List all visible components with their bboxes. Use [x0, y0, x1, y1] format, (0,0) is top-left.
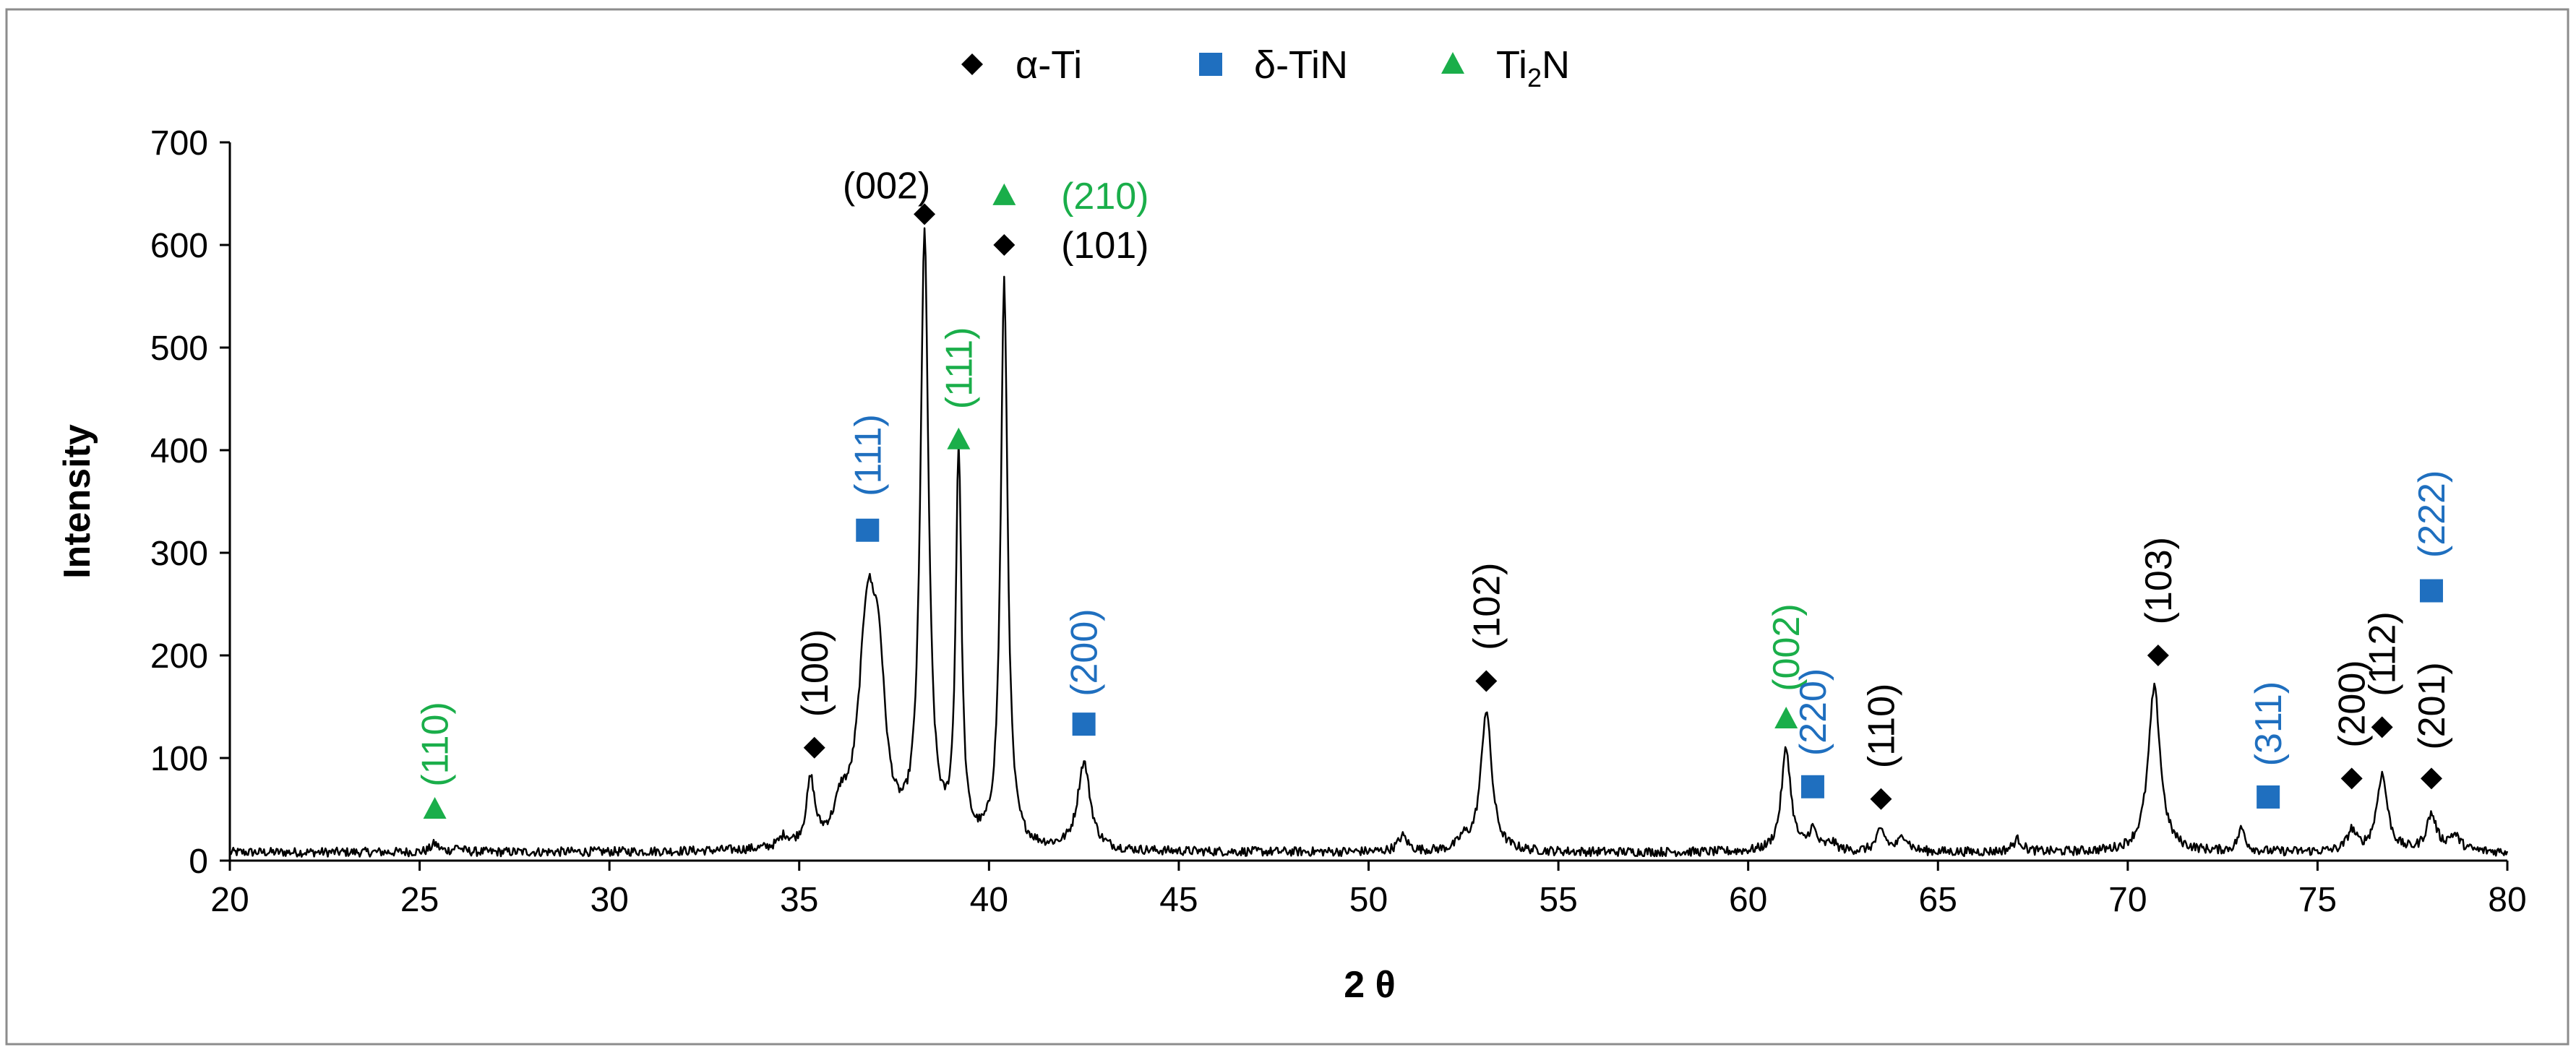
y-tick-label: 500	[150, 330, 208, 368]
legend: α-Ti δ-TiN Ti2N	[961, 43, 1570, 92]
y-tick-label: 0	[189, 843, 208, 881]
x-tick-label: 35	[780, 881, 818, 919]
marker-alpha_ti	[2371, 716, 2393, 738]
chart-border	[5, 8, 2569, 1046]
peak-label-delta_tin: (222)	[2411, 470, 2453, 558]
x-axis-title: 2 θ	[1344, 964, 1395, 1006]
y-tick-label: 400	[150, 432, 208, 470]
x-tick-label: 45	[1159, 881, 1198, 919]
peak-label-alpha_ti: (201)	[2411, 662, 2453, 749]
y-tick-label: 300	[150, 535, 208, 573]
diffraction-pattern-line	[228, 227, 2509, 858]
marker-delta_tin	[856, 518, 880, 542]
marker-alpha_ti	[2340, 767, 2363, 790]
marker-ti2n	[423, 797, 447, 819]
marker-delta_tin	[1800, 775, 1824, 798]
marker-delta_tin	[2419, 579, 2443, 603]
marker-alpha_ti	[2420, 767, 2442, 790]
y-tick-label: 700	[150, 124, 208, 163]
marker-delta_tin	[2257, 785, 2280, 809]
peak-label-alpha_ti: (002)	[843, 165, 930, 207]
peak-label-alpha_ti: (112)	[2362, 611, 2404, 697]
peak-label-alpha_ti: (102)	[1466, 562, 1508, 650]
marker-alpha_ti	[1475, 670, 1498, 692]
x-tick-label: 40	[970, 881, 1008, 919]
legend-label-ti2n: Ti2N	[1496, 43, 1570, 92]
legend-marker-delta_tin	[1199, 53, 1222, 76]
y-tick-label: 600	[150, 227, 208, 265]
y-tick-label: 100	[150, 740, 208, 778]
x-tick-label: 55	[1539, 881, 1577, 919]
x-tick-label: 25	[400, 881, 439, 919]
marker-ti2n	[992, 183, 1016, 205]
x-tick-label: 20	[210, 881, 249, 919]
marker-ti2n	[947, 427, 971, 449]
peak-label-delta_tin: (200)	[1064, 608, 1106, 696]
x-tick-label: 80	[2488, 881, 2526, 919]
legend-marker-ti2n	[1441, 52, 1464, 74]
x-tick-label: 30	[590, 881, 628, 919]
marker-alpha_ti	[1870, 788, 1892, 810]
marker-alpha_ti	[914, 203, 936, 225]
x-ticks: 20 25 30 35 40 45 50 55 60 65 70 75 80	[210, 861, 2527, 919]
x-tick-label: 75	[2298, 881, 2337, 919]
legend-marker-alpha_ti	[961, 53, 983, 75]
peak-label-delta_tin: (311)	[2248, 681, 2290, 767]
x-tick-label: 70	[2108, 881, 2147, 919]
y-axis-title: Intensity	[56, 424, 98, 579]
y-ticks: 0 100 200 300 400 500 600 700	[150, 124, 230, 881]
peak-annotations: (110) (100) (111) (002) (111) (210) (101) (200)…	[415, 165, 2453, 787]
legend-label-delta_tin: δ-TiN	[1254, 43, 1348, 87]
peak-label-delta_tin: (111)	[847, 414, 889, 496]
peak-label-delta_tin: (220)	[1793, 668, 1834, 756]
marker-delta_tin	[1072, 712, 1096, 736]
peak-label-ti2n: (210)	[1061, 176, 1149, 218]
peak-label-ti2n: (002)	[1766, 603, 1808, 691]
peak-label-alpha_ti: (101)	[1061, 225, 1149, 267]
phase-markers	[423, 183, 2443, 819]
y-tick-label: 200	[150, 637, 208, 676]
axes: 20 25 30 35 40 45 50 55 60 65 70 75 80 0 100 200 300 400…	[56, 124, 2527, 1006]
peak-label-ti2n: (110)	[415, 702, 457, 787]
peak-label-alpha_ti: (200)	[2332, 660, 2374, 747]
peak-label-alpha_ti: (110)	[1860, 684, 1902, 769]
marker-alpha_ti	[803, 736, 825, 759]
x-tick-label: 60	[1729, 881, 1767, 919]
marker-ti2n	[1774, 707, 1798, 729]
peak-label-alpha_ti: (100)	[794, 629, 836, 717]
x-tick-label: 50	[1349, 881, 1388, 919]
legend-label-alpha_ti: α-Ti	[1016, 43, 1082, 87]
marker-alpha_ti	[2147, 645, 2169, 666]
x-tick-label: 65	[1919, 881, 1957, 919]
peak-label-ti2n: (111)	[938, 327, 980, 410]
peak-label-alpha_ti: (103)	[2138, 537, 2180, 624]
marker-alpha_ti	[993, 234, 1016, 256]
